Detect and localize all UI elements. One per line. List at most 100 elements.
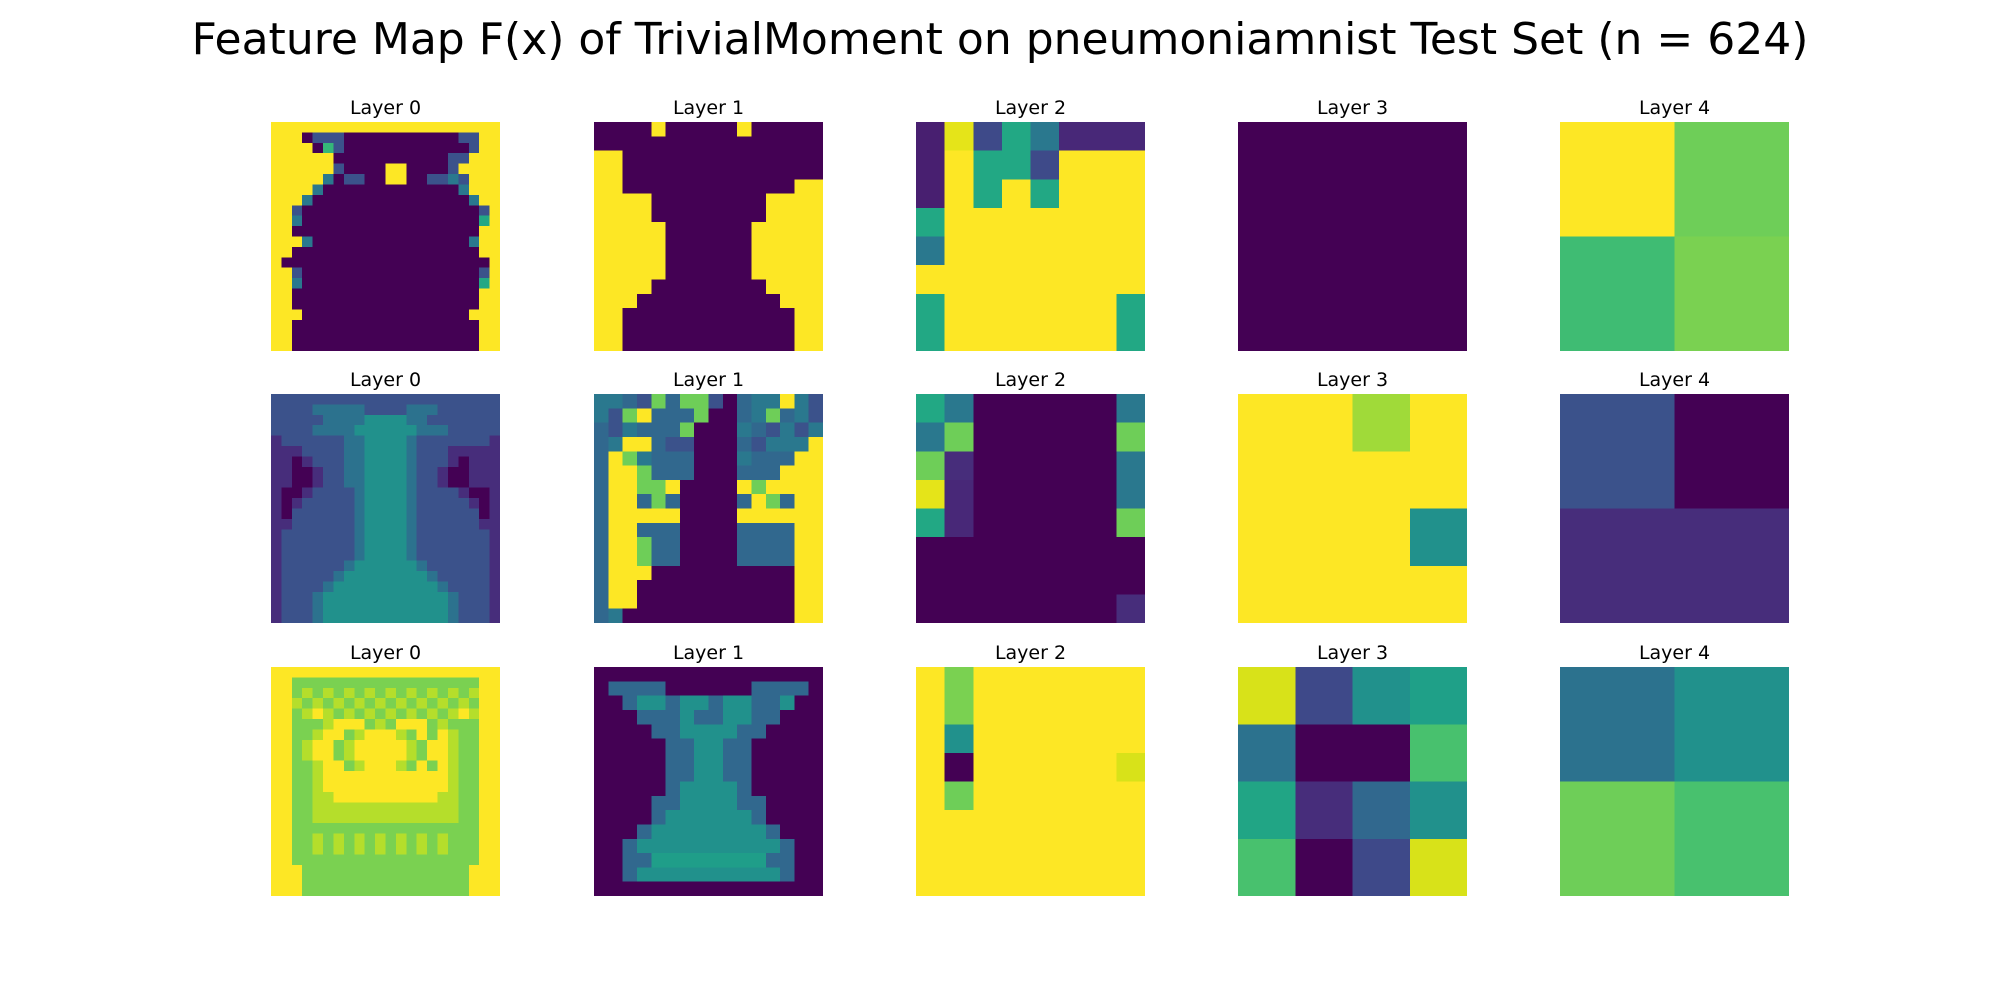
- heatmap-cell: [271, 677, 282, 689]
- heatmap-cell: [437, 885, 449, 896]
- heatmap-cell: [395, 677, 407, 689]
- feature-map-panel: Layer 0: [271, 96, 500, 351]
- heatmap-cell: [354, 802, 365, 813]
- heatmap-cell: [468, 330, 480, 341]
- heatmap-cell: [375, 487, 386, 499]
- heatmap-cell: [1295, 508, 1354, 567]
- heatmap-cell: [594, 465, 609, 481]
- heatmap-cell: [271, 739, 282, 751]
- heatmap-cell: [468, 612, 480, 623]
- heatmap-cell: [665, 695, 681, 711]
- heatmap-cell: [1295, 451, 1354, 510]
- heatmap-cell: [406, 122, 417, 133]
- heatmap-cell: [468, 288, 480, 300]
- heatmap-cell: [489, 446, 500, 457]
- heatmap-cell: [1059, 179, 1089, 209]
- heatmap-cell: [1674, 236, 1789, 351]
- heatmap-cell: [765, 336, 781, 351]
- heatmap-cell: [808, 322, 823, 337]
- heatmap-cell: [447, 466, 459, 478]
- heatmap-cell: [427, 194, 438, 206]
- heatmap-cell: [468, 698, 480, 709]
- heatmap-cell: [1087, 122, 1117, 152]
- heatmap-cell: [323, 174, 334, 185]
- heatmap-cell: [302, 246, 313, 258]
- heatmap-cell: [302, 414, 313, 426]
- heatmap-cell: [406, 864, 417, 876]
- heatmap-cell: [437, 319, 449, 331]
- heatmap-cell: [385, 435, 397, 447]
- heatmap-cell: [458, 781, 469, 793]
- heatmap-cell: [1087, 838, 1117, 868]
- heatmap-cell: [468, 456, 480, 468]
- heatmap-cell: [437, 446, 449, 457]
- heatmap-cell: [312, 394, 324, 405]
- heatmap-cell: [354, 404, 365, 416]
- heatmap-cell: [694, 164, 709, 180]
- heatmap-cell: [468, 194, 480, 206]
- heatmap-cell: [722, 795, 738, 811]
- heatmap-cell: [794, 136, 809, 151]
- heatmap-cell: [1087, 695, 1117, 725]
- heatmap-cell: [594, 436, 609, 452]
- heatmap-cell: [354, 508, 365, 520]
- heatmap-cell: [281, 257, 293, 268]
- heatmap-cell: [447, 833, 459, 845]
- heatmap-cell: [708, 279, 724, 295]
- heatmap-cell: [458, 246, 469, 258]
- heatmap-cell: [302, 205, 313, 216]
- heatmap-cell: [354, 477, 365, 488]
- heatmap-cell: [751, 508, 767, 524]
- heatmap-cell: [679, 422, 695, 438]
- heatmap-cell: [665, 551, 681, 567]
- heatmap-cell: [437, 843, 449, 855]
- heatmap-cell: [291, 456, 303, 468]
- heatmap-cell: [1001, 867, 1032, 896]
- heatmap-cell: [608, 236, 623, 252]
- heatmap-cell: [437, 781, 449, 793]
- heatmap-cell: [458, 498, 469, 509]
- heatmap-cell: [291, 132, 303, 144]
- heatmap-cell: [406, 435, 417, 447]
- heatmap: [594, 122, 823, 351]
- heatmap-cell: [737, 164, 752, 180]
- heatmap-cell: [808, 465, 823, 481]
- heatmap-cell: [1116, 150, 1145, 180]
- heatmap-cell: [1238, 451, 1297, 510]
- heatmap-cell: [594, 752, 609, 768]
- heatmap-cell: [447, 487, 459, 499]
- heatmap-cell: [333, 518, 345, 530]
- heatmap-cell: [354, 446, 365, 457]
- heatmap-cell: [808, 537, 823, 552]
- heatmap-cell: [1087, 422, 1117, 452]
- heatmap-cell: [1030, 179, 1060, 209]
- heatmap-cell: [343, 560, 355, 572]
- heatmap-cell: [794, 594, 809, 609]
- heatmap-cell: [636, 781, 652, 797]
- heatmap-cell: [651, 724, 666, 739]
- heatmap-cell: [364, 153, 376, 164]
- heatmap-cell: [447, 591, 459, 603]
- heatmap-cell: [385, 802, 397, 813]
- heatmap-cell: [794, 724, 809, 739]
- heatmap-cell: [489, 677, 500, 689]
- heatmap-cell: [765, 522, 781, 538]
- heatmap-cell: [281, 205, 293, 216]
- heatmap-cell: [437, 163, 449, 175]
- heatmap-cell: [416, 802, 428, 813]
- heatmap-cell: [694, 308, 709, 323]
- heatmap-cell: [364, 226, 376, 237]
- heatmap-cell: [751, 179, 767, 194]
- heatmap-cell: [312, 142, 324, 154]
- heatmap-cell: [751, 709, 767, 725]
- heatmap-cell: [679, 193, 695, 209]
- heatmap-cell: [302, 854, 313, 865]
- heatmap-cell: [427, 591, 438, 603]
- heatmap-cell: [636, 122, 652, 137]
- heatmap-cell: [651, 738, 666, 754]
- heatmap-cell: [1116, 565, 1145, 595]
- heatmap-cell: [479, 612, 490, 623]
- heatmap-cell: [737, 479, 752, 495]
- heatmap-cell: [312, 174, 324, 185]
- heatmap-cell: [375, 456, 386, 468]
